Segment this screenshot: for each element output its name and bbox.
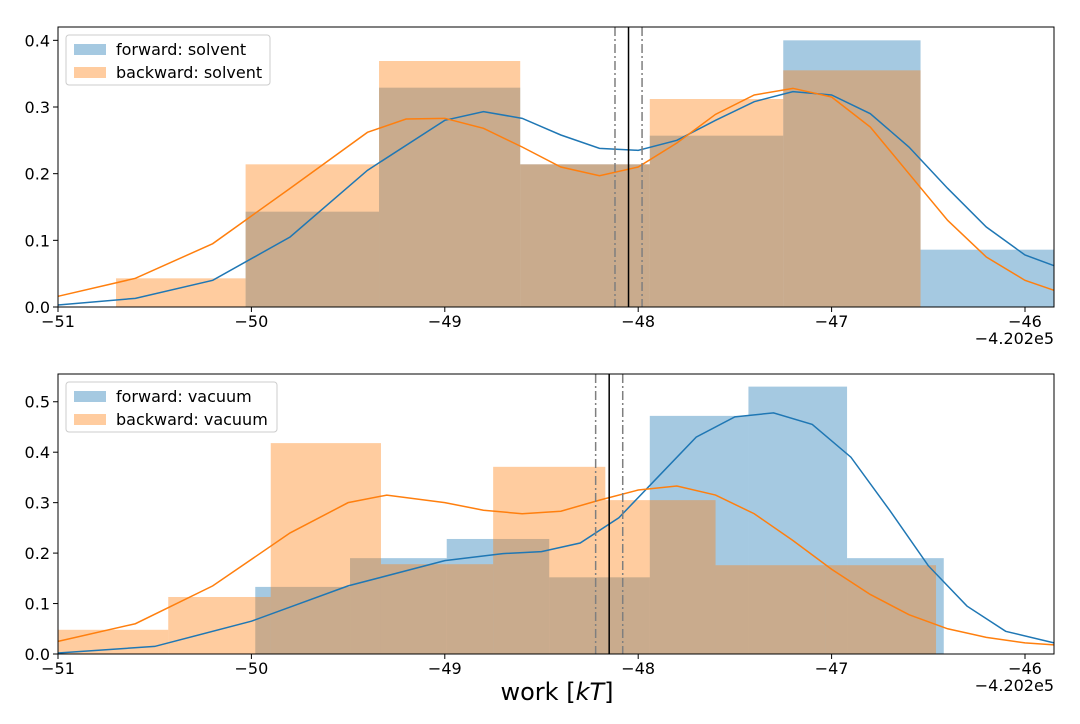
hist-bar: [847, 558, 944, 654]
hist-bar: [549, 577, 650, 654]
x-tick-label: −48: [621, 312, 655, 331]
x-tick-label: −47: [815, 659, 849, 678]
y-tick-label: 0.5: [25, 393, 50, 412]
legend-swatch: [74, 44, 106, 55]
x-tick-label: −50: [235, 312, 269, 331]
legend-swatch: [74, 391, 106, 402]
hist-bar: [380, 564, 494, 654]
solvent-panel: −51 −50 −49 −48 −47 −46 0.0 0.1 0.2 0.3 0.4 −4.202e…: [25, 26, 1055, 348]
y-tick-label: 0.1: [25, 595, 50, 614]
legend-label: backward: vacuum: [116, 410, 268, 429]
hist-bar: [649, 415, 749, 654]
y-tick-label: 0.2: [25, 544, 50, 563]
legend-swatch: [74, 67, 106, 78]
y-tick-label: 0.0: [25, 298, 50, 317]
hist-bar: [245, 164, 380, 307]
x-offset-label: −4.202e5: [975, 676, 1054, 695]
x-tick-label: −50: [235, 659, 269, 678]
hist-bar: [783, 70, 921, 307]
hist-bar: [379, 61, 521, 307]
legend-label: forward: solvent: [116, 40, 246, 59]
y-tick-label: 0.3: [25, 494, 50, 513]
kde-curve: [57, 485, 1055, 646]
x-axis-label: work [kT]: [500, 678, 613, 706]
y-tick-label: 0.3: [25, 98, 50, 117]
kde-curve: [57, 90, 1055, 306]
kde-curve: [57, 87, 1055, 298]
hist-bar: [116, 278, 246, 307]
y-tick-label: 0.4: [25, 443, 50, 462]
hist-bar: [350, 558, 447, 654]
hist-bar: [168, 596, 271, 654]
x-tick-label: −46: [1008, 659, 1042, 678]
vacuum-panel: −51 −50 −49 −48 −47 −46 0.0 0.1 0.2 0.3 0.4 0.5 −4.2…: [25, 373, 1055, 695]
x-tick-label: −48: [621, 659, 655, 678]
hist-bar: [649, 135, 784, 307]
hist-bar: [379, 87, 521, 308]
y-tick-label: 0.0: [25, 645, 50, 664]
x-tick-label: −49: [428, 312, 462, 331]
hist-bar: [783, 40, 921, 307]
legend-swatch: [74, 414, 106, 425]
x-tick-label: −51: [41, 659, 75, 678]
hist-bar: [270, 443, 381, 654]
hist-bar: [58, 629, 169, 654]
hist-bar: [825, 565, 937, 654]
x-tick-label: −49: [428, 659, 462, 678]
x-tick-label: −47: [815, 312, 849, 331]
y-tick-label: 0.1: [25, 231, 50, 250]
hist-bar: [605, 500, 716, 654]
y-tick-label: 0.4: [25, 31, 50, 50]
legend-box: [65, 34, 271, 86]
hist-bar: [520, 164, 650, 307]
x-offset-label: −4.202e5: [975, 329, 1054, 348]
axes-frame: [57, 373, 1055, 655]
hist-bar: [649, 99, 784, 307]
axes-frame: [57, 26, 1055, 308]
legend-label: backward: solvent: [116, 63, 262, 82]
legend-box: [65, 381, 278, 433]
x-tick-label: −46: [1008, 312, 1042, 331]
kde-curve: [57, 412, 1055, 654]
legend-label: forward: vacuum: [116, 387, 252, 406]
hist-bar: [255, 586, 351, 654]
hist-bar: [920, 249, 1054, 307]
hist-bar: [715, 565, 826, 654]
hist-bar: [245, 211, 380, 307]
x-tick-label: −51: [41, 312, 75, 331]
hist-bar: [493, 466, 606, 654]
y-tick-label: 0.2: [25, 165, 50, 184]
